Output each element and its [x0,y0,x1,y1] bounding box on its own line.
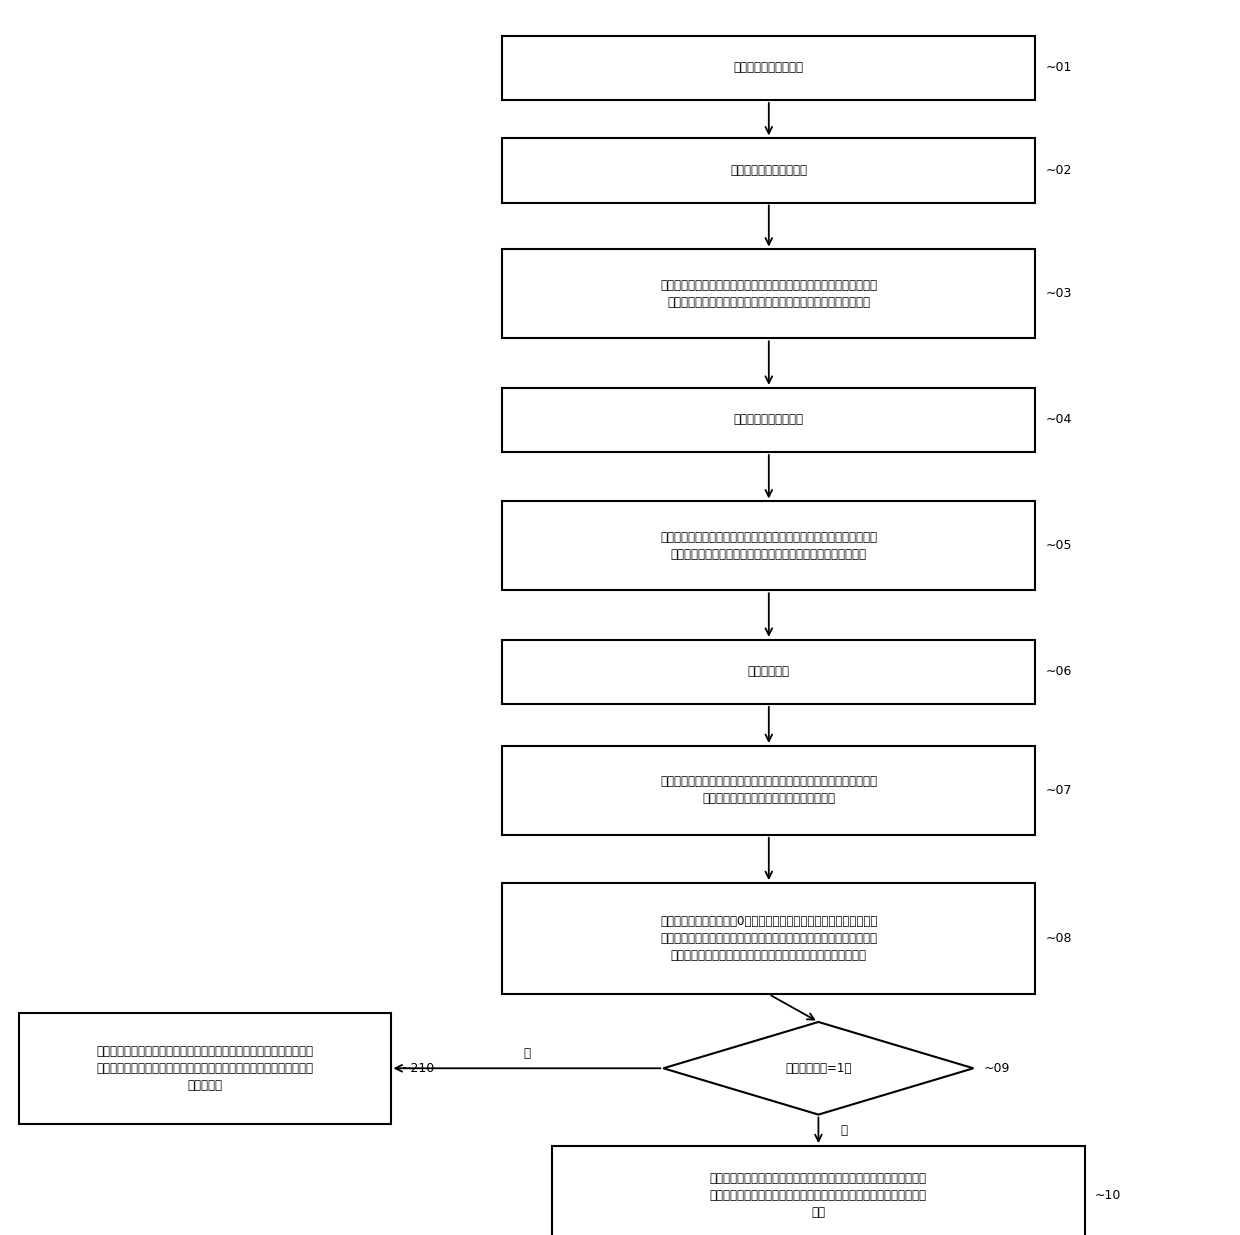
Bar [502,501,1035,590]
Text: ∼09: ∼09 [983,1062,1009,1074]
Text: 当实时内容占比数据不为0，获取第二记录集合中，实时内容占比数据
满足第一内容占比数据的热敏点加热温控记录，组成第三记录集合；统
计第三记录集合中热敏点加热温控记: 当实时内容占比数据不为0，获取第二记录集合中，实时内容占比数据 满足第一内容占比… [660,915,878,962]
Text: ∼03: ∼03 [1045,288,1071,300]
Text: 是: 是 [841,1124,848,1137]
Text: 获取热敏点加热温控表: 获取热敏点加热温控表 [734,62,804,74]
Text: 获取热敏点实时温度数据: 获取热敏点实时温度数据 [730,164,807,177]
Text: 将第三记录集合的唯一热敏点加热温控记录的第一加热时间数据做为热
敏点加热时间数据；根据热敏点加热时间数据，对热敏点进行定时加热
处理: 将第三记录集合的唯一热敏点加热温控记录的第一加热时间数据做为热 敏点加热时间数据… [711,1172,928,1219]
Bar [552,1146,1085,1235]
Text: ∼01: ∼01 [1045,62,1071,74]
Text: ∼05: ∼05 [1045,540,1071,552]
Text: ∼04: ∼04 [1045,414,1071,426]
Bar [502,36,1035,100]
Text: ∼10: ∼10 [1095,1189,1121,1202]
Text: 生成查询结果错误信息，根据查询结果错误信息执行对应的信息提示处
理；并获取默认加热时间数据，根据默认加热时间数据对热敏点进行定
时加热处理: 生成查询结果错误信息，根据查询结果错误信息执行对应的信息提示处 理；并获取默认加… [97,1045,312,1092]
Text: 根据热敏点实时温度数据，获取热敏点加热温控表中，热敏点实时温度
数据满足第一温度数据的热敏点加热温控记录，组成第一记录集合: 根据热敏点实时温度数据，获取热敏点加热温控表中，热敏点实时温度 数据满足第一温度… [660,279,878,309]
Text: 获取实时走纸速度数据: 获取实时走纸速度数据 [734,414,804,426]
Bar [502,138,1035,203]
Bar [502,640,1035,704]
Text: ∼07: ∼07 [1045,784,1071,797]
Text: 根据实时走纸速度数据，获取第一记录集合中，实时走纸速度数据与第
一走纸速度数据相等的热敏点加热温控记录，组成第二记录集合: 根据实时走纸速度数据，获取第一记录集合中，实时走纸速度数据与第 一走纸速度数据相… [660,531,878,561]
Text: 第三记录总数=1？: 第三记录总数=1？ [785,1062,852,1074]
Bar [19,1013,391,1124]
Text: ∼210: ∼210 [401,1062,435,1074]
Text: ∼02: ∼02 [1045,164,1071,177]
Polygon shape [663,1023,973,1114]
Text: 获取打印内容: 获取打印内容 [748,666,790,678]
Bar [502,746,1035,835]
Text: 根据打印内容进行打印点数统计处理，生成内容点数；根据内容点数与
打印总点数的比值，生成实时内容占比数据: 根据打印内容进行打印点数统计处理，生成内容点数；根据内容点数与 打印总点数的比值… [660,776,878,805]
Bar [502,249,1035,338]
Text: 否: 否 [523,1047,531,1060]
Bar [502,388,1035,452]
Bar [502,883,1035,994]
Text: ∼06: ∼06 [1045,666,1071,678]
Text: ∼08: ∼08 [1045,932,1071,945]
